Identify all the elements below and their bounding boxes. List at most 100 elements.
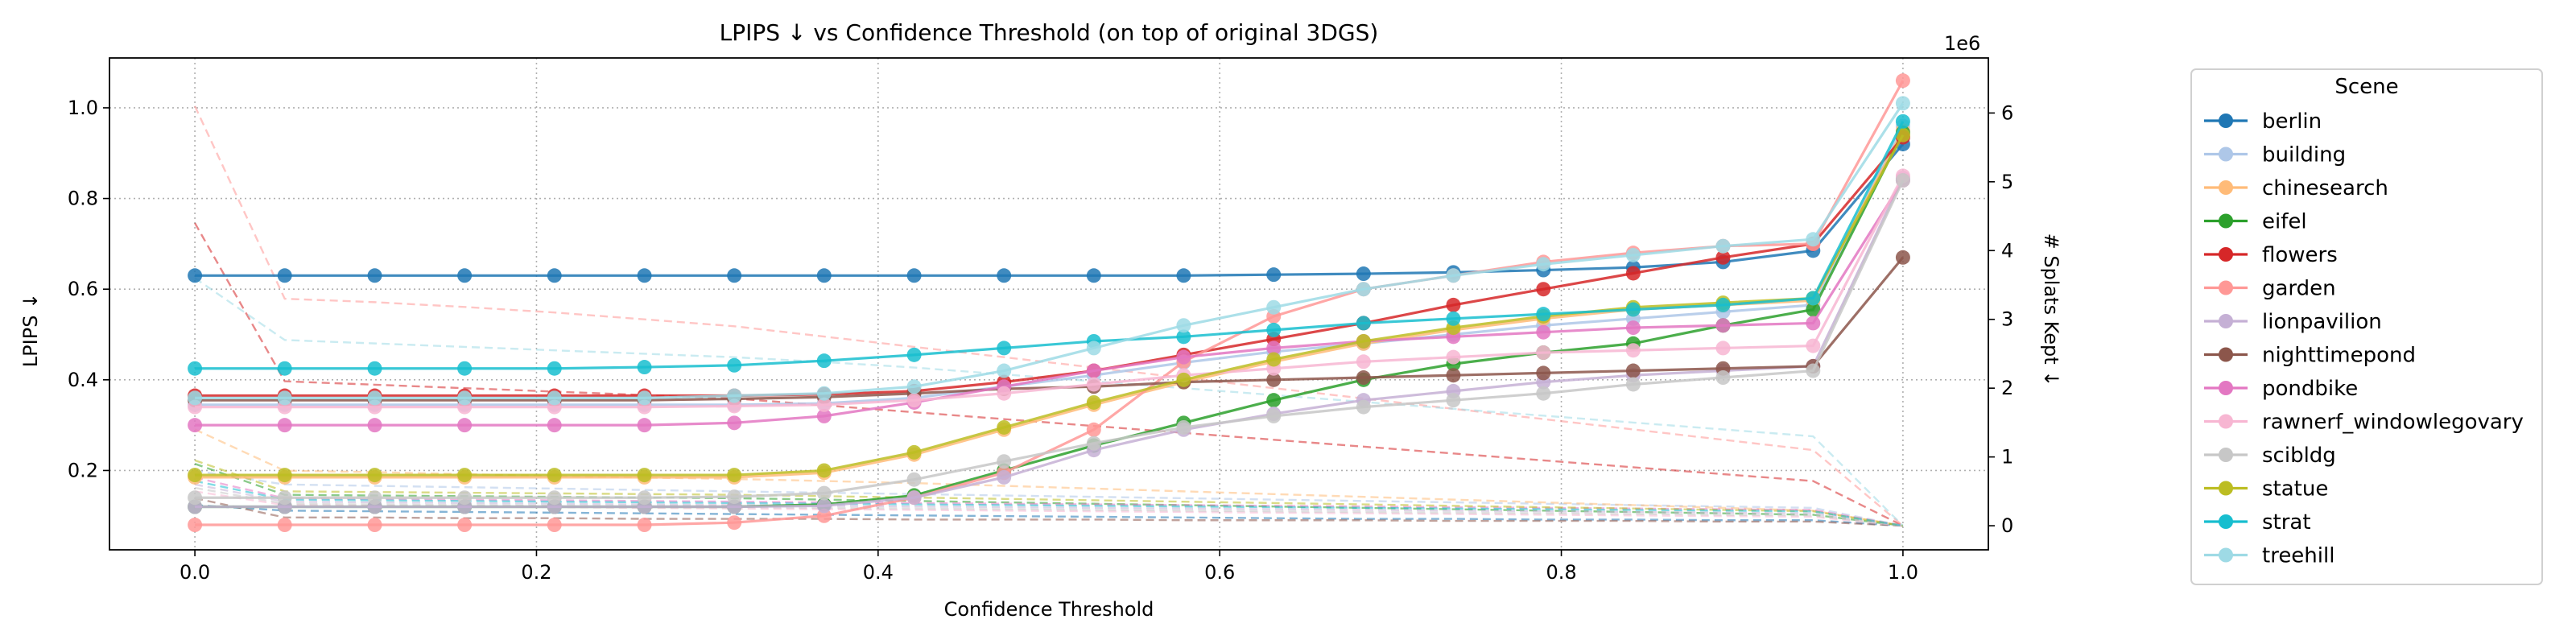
lpips-point-garden [1086,422,1101,437]
lpips-point-lionpavilion [727,499,742,514]
lpips-point-pondbike [1086,363,1101,378]
lpips-point-rawnerf_windowlegovary [1356,354,1371,369]
lpips-point-scibldg [1446,393,1461,408]
lpips-point-statue [816,463,832,478]
lpips-point-berlin [637,268,652,283]
lpips-point-treehill [188,390,203,406]
lpips-line-berlin [195,142,1905,277]
lpips-point-rawnerf_windowlegovary [906,393,922,408]
lpips-point-pondbike [277,418,292,433]
y2-tick-label: 6 [2001,101,2013,124]
lpips-point-pondbike [727,415,742,431]
lpips-point-statue [188,468,203,483]
y2-tick-label: 1 [2001,446,2013,469]
lpips-point-berlin [188,268,203,283]
y-tick-label: 1.0 [68,97,98,119]
lpips-point-statue [277,468,292,483]
lpips-point-lionpavilion [816,498,832,514]
lpips-point-berlin [1356,266,1371,282]
lpips-point-strat [1536,307,1551,322]
lpips-point-scibldg [1536,386,1551,401]
legend-label: building [2262,143,2346,167]
legend-marker [2219,481,2233,496]
lpips-point-strat [1356,316,1371,331]
y-tick-label: 0.8 [68,188,98,210]
legend-item-pondbike: pondbike [2204,377,2358,401]
legend-item-nighttimepond: nighttimepond [2204,344,2416,368]
splats-line-statue [194,459,1904,527]
lpips-point-flowers [1446,297,1461,312]
lpips-point-lionpavilion [997,469,1012,485]
lpips-point-scibldg [637,490,652,506]
lpips-point-treehill [1536,257,1551,272]
lpips-point-strat [367,361,382,376]
lpips-point-strat [1715,297,1731,312]
lpips-point-treehill [1176,318,1191,333]
lpips-point-pondbike [1625,320,1641,336]
legend-label: berlin [2262,109,2322,134]
lpips-point-treehill [1625,247,1641,262]
legend-marker [2219,514,2233,529]
lpips-point-pondbike [1176,349,1191,365]
lpips-series-group [188,73,1910,533]
lpips-point-rawnerf_windowlegovary [997,386,1012,401]
legend-items: berlin building chinesearch eifel flowers gar… [2204,109,2524,568]
legend-marker [2219,114,2233,128]
lpips-point-flowers [1625,266,1641,281]
lpips-line-strat [195,121,1905,370]
splats-line-flowers [194,222,1904,527]
lpips-point-strat [1176,329,1191,345]
legend-marker [2219,147,2233,162]
lpips-point-berlin [1086,268,1101,283]
splats-line-pondbike [194,477,1904,527]
lpips-series-treehill [188,96,1910,406]
splats-line-garden [194,105,1904,527]
axes: 0.0 0.2 0.4 0.6 0.8 1.0 0.2 0.4 0.6 0.8 1.0 0 1 2 3 4 5 6 [68,97,2013,584]
lpips-point-berlin [1176,268,1191,283]
lpips-point-scibldg [547,490,562,506]
lpips-point-garden [547,518,562,533]
lpips-series-scibldg [188,173,1910,506]
lpips-point-nighttimepond [1356,370,1371,386]
legend-label: strat [2262,510,2311,535]
lpips-point-treehill [457,390,473,406]
lpips-point-strat [1625,302,1641,317]
legend-marker [2219,414,2233,429]
splats-line-eifel [194,463,1904,527]
lpips-point-treehill [1806,232,1821,247]
lpips-point-berlin [277,268,292,283]
lpips-point-garden [1895,73,1910,89]
lpips-point-eifel [1806,302,1821,317]
lpips-point-scibldg [277,490,292,506]
lpips-point-pondbike [1536,324,1551,340]
splats-line-nighttimepond [194,497,1903,527]
lpips-point-nighttimepond [1625,363,1641,378]
x-tick-label: 1.0 [1888,561,1918,584]
lpips-point-treehill [1715,238,1731,254]
lpips-point-pondbike [547,418,562,433]
lpips-line-statue [195,134,1905,477]
lpips-line-scibldg [195,180,1905,499]
lpips-point-strat [997,341,1012,356]
legend-marker [2219,314,2233,328]
splats-series-group [194,105,1904,527]
lpips-point-strat [637,360,652,375]
lpips-point-strat [906,347,922,362]
lpips-point-garden [367,518,382,533]
legend-label: lionpavilion [2262,310,2382,334]
legend-label: scibldg [2262,444,2336,468]
lpips-point-rawnerf_windowlegovary [1086,377,1101,392]
legend-label: pondbike [2262,377,2358,401]
legend-item-garden: garden [2204,277,2336,301]
lpips-point-rawnerf_windowlegovary [1536,345,1551,361]
lpips-point-treehill [1895,96,1910,111]
lpips-point-statue [906,444,922,460]
legend-marker [2219,213,2233,229]
x-tick-label: 0.2 [521,561,551,584]
lpips-point-scibldg [1086,436,1101,451]
lpips-point-strat [277,361,292,376]
legend-item-rawnerf_windowlegovary: rawnerf_windowlegovary [2204,411,2524,435]
legend-label: rawnerf_windowlegovary [2262,411,2524,435]
y2-scale-label: 1e6 [1944,32,1980,55]
lpips-point-strat [816,353,832,369]
